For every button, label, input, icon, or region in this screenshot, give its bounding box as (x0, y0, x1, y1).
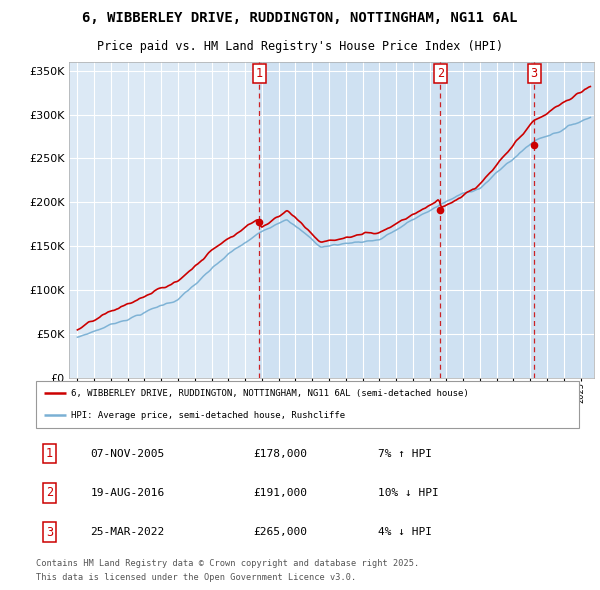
Text: 2: 2 (437, 67, 444, 80)
Text: £191,000: £191,000 (253, 488, 307, 498)
Text: Price paid vs. HM Land Registry's House Price Index (HPI): Price paid vs. HM Land Registry's House … (97, 40, 503, 53)
Text: 3: 3 (46, 526, 53, 539)
Text: Contains HM Land Registry data © Crown copyright and database right 2025.
This d: Contains HM Land Registry data © Crown c… (36, 559, 419, 582)
Text: 2: 2 (46, 486, 53, 499)
Text: 3: 3 (530, 67, 538, 80)
Text: 6, WIBBERLEY DRIVE, RUDDINGTON, NOTTINGHAM, NG11 6AL (semi-detached house): 6, WIBBERLEY DRIVE, RUDDINGTON, NOTTINGH… (71, 389, 469, 398)
Text: 1: 1 (256, 67, 263, 80)
FancyBboxPatch shape (36, 381, 579, 428)
Text: 25-MAR-2022: 25-MAR-2022 (91, 527, 164, 537)
Bar (259, 62, 598, 378)
Text: 6, WIBBERLEY DRIVE, RUDDINGTON, NOTTINGHAM, NG11 6AL: 6, WIBBERLEY DRIVE, RUDDINGTON, NOTTINGH… (82, 11, 518, 25)
Text: £178,000: £178,000 (253, 448, 307, 458)
Text: 1: 1 (46, 447, 53, 460)
Text: HPI: Average price, semi-detached house, Rushcliffe: HPI: Average price, semi-detached house,… (71, 411, 346, 419)
Text: 07-NOV-2005: 07-NOV-2005 (91, 448, 164, 458)
Text: 4% ↓ HPI: 4% ↓ HPI (378, 527, 432, 537)
Text: £265,000: £265,000 (253, 527, 307, 537)
Text: 7% ↑ HPI: 7% ↑ HPI (378, 448, 432, 458)
Text: 19-AUG-2016: 19-AUG-2016 (91, 488, 164, 498)
Text: 10% ↓ HPI: 10% ↓ HPI (378, 488, 439, 498)
